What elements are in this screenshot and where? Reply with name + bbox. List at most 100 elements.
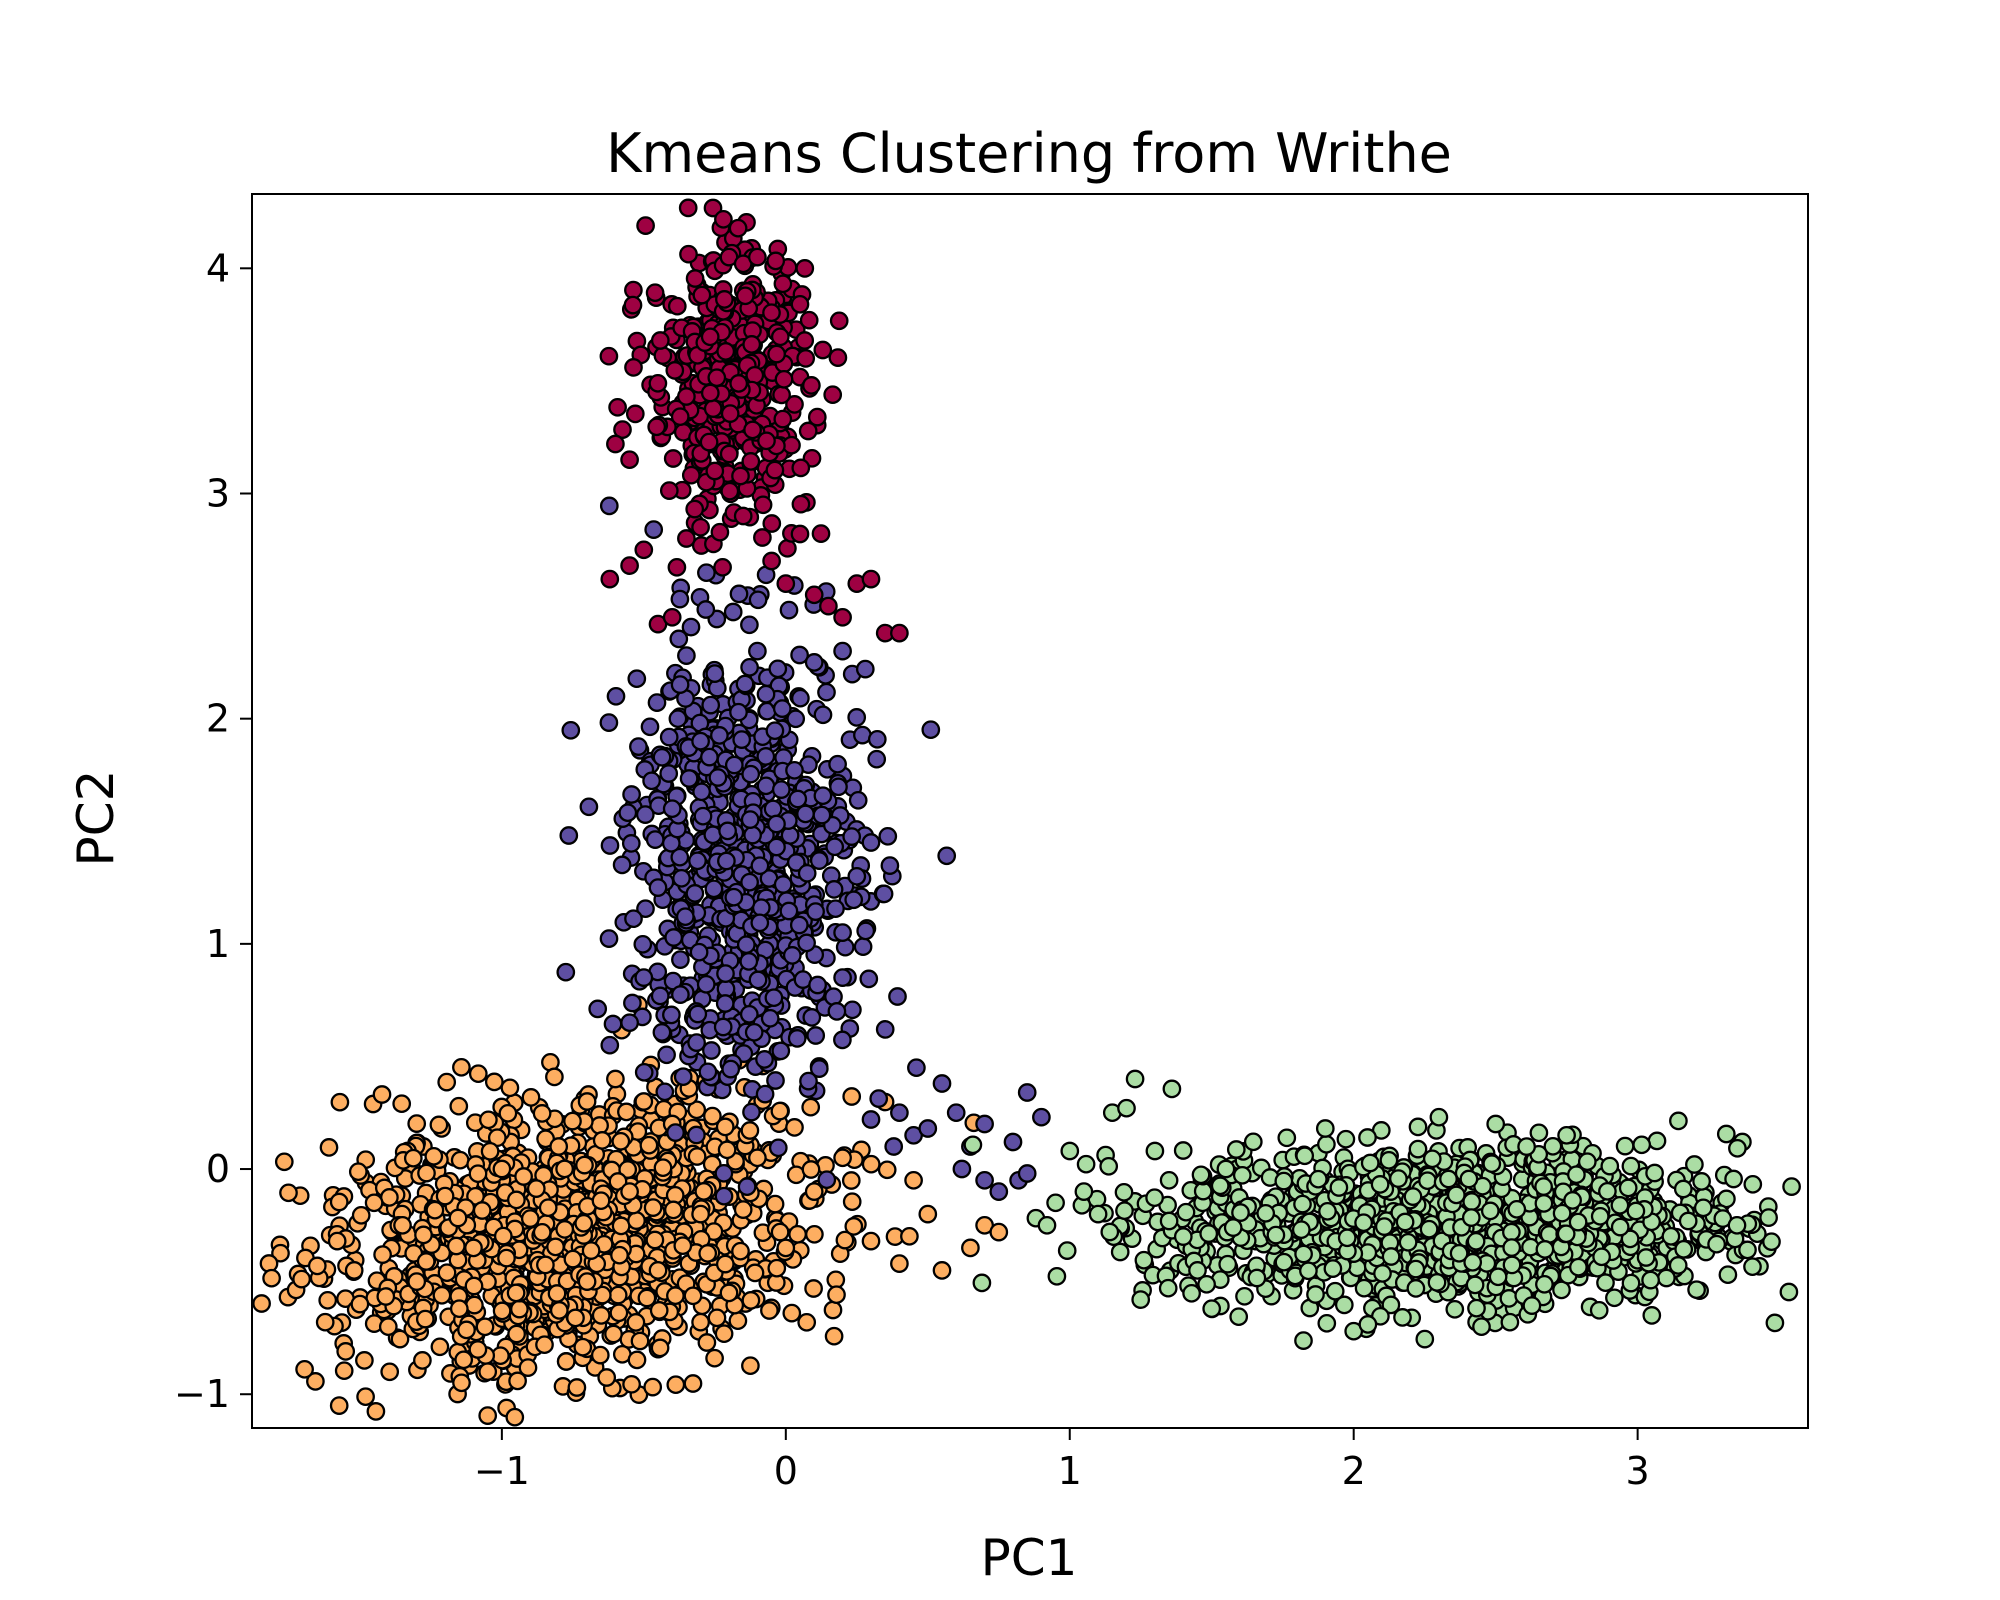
green-cluster-point [1145,1188,1164,1208]
purple-cluster-point [621,834,641,853]
x-tick-label: 3 [1626,1449,1650,1493]
orange-cluster-point [842,1087,862,1106]
purple-cluster-point [673,1067,693,1087]
red-cluster-point [804,585,824,605]
green-cluster-point [1673,1179,1693,1199]
green-cluster-point [1379,1150,1399,1170]
purple-cluster-point [763,799,783,819]
orange-cluster-point [961,1238,980,1258]
purple-cluster-point [710,726,729,745]
red-cluster-point [710,522,730,542]
green-cluster-point [1329,1178,1349,1197]
orange-cluster-point [620,1182,639,1201]
red-cluster-point [606,434,625,454]
green-cluster-point [1642,1306,1662,1325]
green-cluster-point [1373,1264,1392,1283]
red-cluster-point [705,461,725,481]
green-cluster-point [1060,1141,1080,1161]
orange-cluster-point [666,1375,686,1395]
green-cluster-point [1669,1111,1688,1131]
green-cluster-point [1661,1226,1681,1246]
purple-cluster-point [635,805,655,824]
purple-cluster-point [861,833,881,852]
orange-cluster-point [432,1285,452,1305]
red-cluster-point [798,421,818,441]
purple-cluster-point [671,950,690,969]
green-cluster-point [1337,1228,1357,1248]
purple-cluster-point [809,1059,829,1078]
green-cluster-point [1605,1288,1624,1308]
purple-cluster-point [748,641,767,661]
green-cluster-point [1117,1098,1136,1118]
purple-cluster-point [989,1182,1009,1201]
green-cluster-point [1235,1286,1254,1306]
y-tick-label: −1 [174,1372,230,1416]
green-cluster-point [1173,1227,1193,1246]
purple-cluster-point [844,890,864,910]
purple-cluster-point [861,1110,881,1129]
orange-cluster-point [740,1121,760,1140]
red-cluster-point [773,409,793,429]
purple-cluster-point [729,702,748,722]
orange-cluster-point [484,1072,504,1092]
orange-cluster-point [378,1317,398,1337]
orange-cluster-point [639,1135,659,1155]
purple-cluster-point [921,720,941,740]
red-cluster-point [765,460,785,480]
orange-cluster-point [824,1326,844,1346]
red-cluster-point [678,198,698,218]
orange-cluster-point [536,1255,555,1275]
green-cluster-point [1047,1266,1067,1286]
green-cluster-point [1459,1169,1479,1189]
purple-cluster-point [804,653,824,672]
orange-cluster-point [618,1160,638,1179]
green-cluster-point [1218,1254,1238,1274]
red-cluster-point [819,596,838,616]
orange-cluster-point [538,1198,558,1218]
green-cluster-point [1782,1177,1801,1196]
orange-cluster-point [823,1300,843,1320]
purple-cluster-point [556,962,576,982]
green-cluster-point [1557,1125,1576,1145]
green-cluster-point [1439,1169,1458,1189]
purple-cluster-point [714,1163,734,1183]
orange-cluster-point [372,1085,392,1104]
purple-cluster-point [748,590,768,610]
red-cluster-point [795,331,815,350]
green-cluster-point [1291,1220,1311,1240]
green-cluster-point [1406,1259,1426,1279]
red-cluster-point [745,365,765,385]
purple-cluster-point [771,1041,791,1061]
green-cluster-point [1360,1153,1380,1173]
orange-cluster-point [703,1106,722,1126]
green-cluster-point [972,1273,992,1293]
orange-cluster-point [835,1230,855,1250]
red-cluster-point [772,385,791,405]
purple-cluster-point [708,768,728,787]
green-cluster-point [1462,1192,1482,1211]
green-cluster-point [1645,1163,1664,1183]
purple-cluster-point [721,1059,741,1079]
green-cluster-point [1446,1185,1466,1205]
purple-cluster-point [647,693,667,712]
orange-cluster-point [351,1205,371,1225]
purple-cluster-point [833,923,852,942]
green-cluster-point [1563,1191,1582,1210]
red-cluster-point [677,387,696,406]
purple-cluster-point [782,946,802,965]
purple-cluster-point [634,968,654,987]
red-cluster-point [748,247,767,267]
green-cluster-point [1315,1119,1335,1138]
orange-cluster-point [785,1118,804,1137]
red-cluster-point [731,466,750,486]
green-cluster-point [1759,1208,1778,1227]
purple-cluster-point [785,760,804,780]
red-cluster-point [647,417,667,437]
purple-cluster-point [797,863,817,883]
orange-cluster-point [414,1225,433,1245]
purple-cluster-point [756,776,776,796]
orange-cluster-point [549,1301,569,1320]
red-cluster-point [829,311,849,331]
orange-cluster-point [861,1154,881,1174]
